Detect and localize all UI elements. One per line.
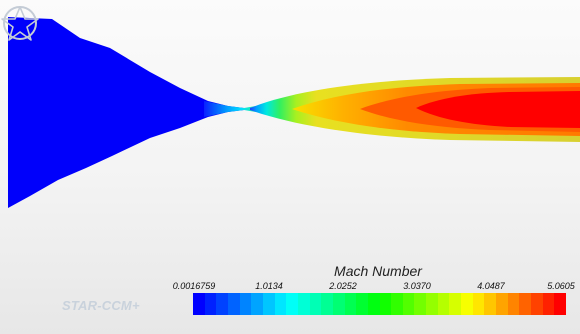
colorbar-band bbox=[542, 293, 555, 315]
legend-tick-4: 4.0487 bbox=[477, 281, 505, 291]
colorbar-band bbox=[216, 293, 228, 315]
colorbar-band bbox=[286, 293, 298, 315]
colorbar-band bbox=[379, 293, 392, 315]
colorbar-band bbox=[449, 293, 462, 315]
legend-tick-3: 3.0370 bbox=[403, 281, 431, 291]
colorbar-band bbox=[402, 293, 415, 315]
throat-region bbox=[204, 101, 272, 117]
colorbar-band bbox=[461, 293, 473, 315]
colorbar-band bbox=[344, 293, 357, 315]
colorbar-band bbox=[496, 293, 508, 315]
colorbar-band bbox=[204, 293, 217, 315]
colorbar-band bbox=[519, 293, 532, 315]
colorbar-band bbox=[332, 293, 345, 315]
colorbar-band bbox=[531, 293, 543, 315]
star-ccm-logo-icon bbox=[1, 6, 39, 41]
colorbar-band bbox=[391, 293, 403, 315]
subsonic-region bbox=[8, 17, 244, 208]
colorbar-band bbox=[554, 293, 566, 315]
colorbar-band bbox=[297, 293, 310, 315]
colorbar-band bbox=[274, 293, 287, 315]
legend-title: Mach Number bbox=[334, 263, 422, 279]
supersonic-core bbox=[416, 91, 580, 128]
colorbar-band bbox=[262, 293, 275, 315]
colorbar-band bbox=[193, 293, 205, 315]
legend-tick-5: 5.0605 bbox=[547, 281, 575, 291]
colorbar-band bbox=[437, 293, 450, 315]
colorbar-band bbox=[507, 293, 520, 315]
legend-colorbar bbox=[193, 293, 566, 315]
colorbar-band bbox=[227, 293, 240, 315]
colorbar-band bbox=[309, 293, 322, 315]
colorbar-band bbox=[251, 293, 263, 315]
legend-tick-0: 0.0016759 bbox=[172, 281, 216, 291]
legend-tick-1: 1.0134 bbox=[255, 281, 283, 291]
colorbar-band bbox=[321, 293, 333, 315]
colorbar-band bbox=[239, 293, 252, 315]
colorbar-band bbox=[484, 293, 497, 315]
colorbar-band bbox=[367, 293, 380, 315]
colorbar-band bbox=[356, 293, 368, 315]
legend-tick-2: 2.0252 bbox=[329, 281, 357, 291]
logo-text: STAR-CCM+ bbox=[62, 298, 140, 313]
colorbar-band bbox=[426, 293, 438, 315]
colorbar-band bbox=[414, 293, 427, 315]
colorbar-band bbox=[472, 293, 485, 315]
